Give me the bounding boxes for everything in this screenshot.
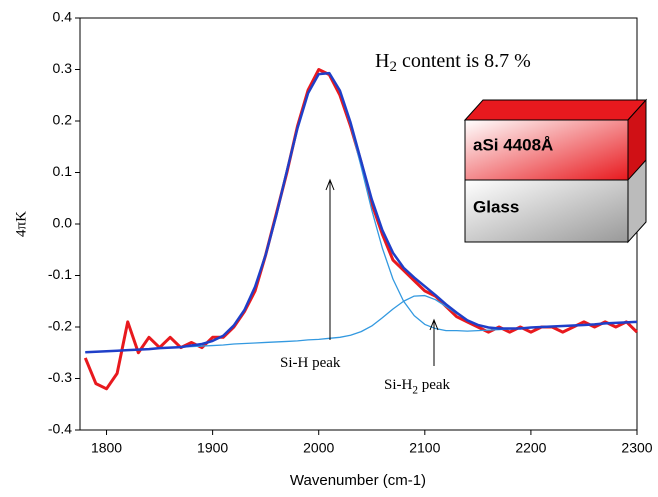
x-tick-label: 2200 — [515, 440, 546, 456]
annotation: H2 content is 8.7 % — [375, 50, 531, 76]
annotation-text: content is 8.7 % — [397, 50, 531, 72]
layer-label: aSi 4408Å — [473, 135, 553, 154]
annotation-text: Si-H peak — [280, 355, 341, 371]
series-line — [85, 71, 638, 354]
x-tick-label: 1900 — [197, 440, 228, 456]
annotation-text: Si-H — [384, 377, 413, 393]
y-tick-label: 0.0 — [53, 215, 73, 231]
y-tick-label: -0.2 — [48, 318, 72, 334]
annotation: Si-H peak — [280, 355, 341, 371]
y-tick-label: 0.1 — [53, 163, 73, 179]
y-tick-label: -0.1 — [48, 266, 72, 282]
x-tick-label: 2300 — [621, 440, 652, 456]
layer-label: Glass — [473, 197, 519, 216]
annotation-text: H — [375, 50, 389, 72]
y-tick-label: -0.4 — [48, 421, 72, 437]
y-axis-label: 4πK — [13, 211, 29, 237]
layer-stack: aSi 4408Å Glass — [463, 98, 648, 244]
annotation-subscript: 2 — [412, 384, 418, 396]
annotation: Si-H2 peak — [384, 377, 451, 396]
y-tick-label: 0.4 — [53, 9, 73, 25]
layer-top — [463, 99, 648, 121]
arrow-head — [325, 178, 335, 191]
x-axis-label: Wavenumber (cm-1) — [290, 472, 426, 489]
annotation-subscript: 2 — [389, 59, 397, 75]
x-tick-label: 1800 — [91, 440, 122, 456]
x-tick-label: 2100 — [409, 440, 440, 456]
x-tick-label: 2000 — [303, 440, 334, 456]
y-tick-label: -0.3 — [48, 369, 72, 385]
y-tick-label: 0.3 — [53, 60, 73, 76]
glass-layer — [464, 179, 629, 243]
annotation-text: peak — [418, 377, 451, 393]
arrow-head — [429, 318, 439, 331]
y-tick-label: 0.2 — [53, 112, 73, 128]
